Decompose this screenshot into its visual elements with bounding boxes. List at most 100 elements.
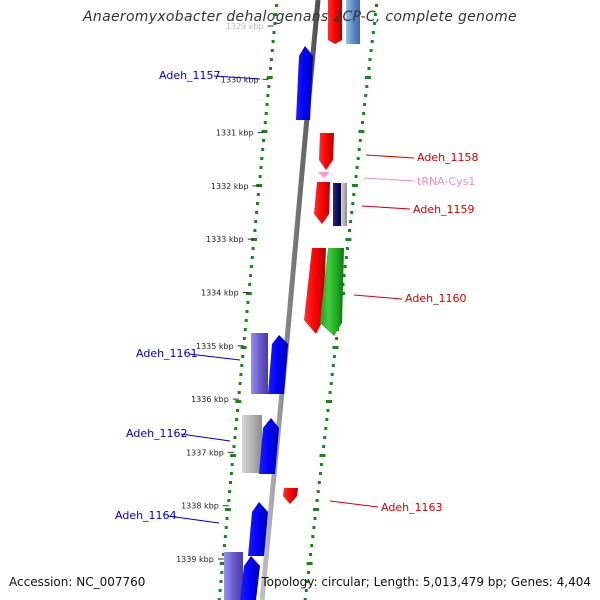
gc-dot [218,589,222,592]
gc-dot [253,229,257,232]
gc-dot [354,175,358,178]
gc-dot [233,436,237,439]
connector-adeh-1162 [180,433,231,442]
gc-dot [316,490,320,493]
scale-tick-label: 1339 kbp [176,555,214,564]
cds-block-adeh-1161 [268,335,288,394]
gc-dot [313,508,319,511]
cds-block-adeh-1162-gray [242,415,262,473]
label-adeh-1163[interactable]: Adeh_1163 [381,501,443,514]
cds-block-adeh-1159-a [314,182,330,224]
label-adeh-1159[interactable]: Adeh_1159 [413,203,475,216]
gc-dot [242,337,246,340]
gc-dot [348,229,351,232]
gc-dot [225,517,229,520]
gc-dot [330,373,334,376]
cds-block-bottom-blue [240,556,260,600]
gc-dot [263,121,267,124]
gc-dot [363,103,367,106]
gc-dot [228,490,232,493]
cds-block-adeh-1163 [283,488,298,504]
gc-dot [223,535,227,538]
cds-block-adeh-1161-purple [251,333,268,394]
gc-dot [361,121,364,124]
gc-dot [325,418,329,421]
gc-dot [331,364,335,367]
gc-dot [264,112,268,115]
connector-adeh-1164 [167,515,220,524]
gc-dot [342,274,346,277]
label-adeh-1157[interactable]: Adeh_1157 [159,69,221,82]
gc-dot [304,589,308,592]
trna-block-cys1 [318,172,330,178]
gc-dot [270,49,274,52]
gc-dot [356,157,360,160]
gc-dot [357,148,361,151]
gc-dot [241,355,245,358]
gc-dot [243,328,247,331]
gc-dot [265,103,269,106]
label-adeh-1160[interactable]: Adeh_1160 [405,292,467,305]
gc-dot [240,364,244,367]
gc-dot [343,265,347,268]
gc-dot [311,535,315,538]
gc-dot [244,319,248,322]
feature-blocks [224,0,360,600]
gc-dot [272,31,276,34]
gc-dot [251,238,257,241]
gc-dot [269,58,273,61]
genome-title: Anaeromyxobacter dehalogenans 2CP-C, com… [83,9,517,25]
label-adeh-1158[interactable]: Adeh_1158 [417,151,479,164]
gc-dot [355,166,359,169]
genome-summary: Topology: circular; Length: 5,013,479 bp… [261,575,591,589]
label-trna-cys1[interactable]: tRNA-Cys1 [417,175,475,188]
scale-tick-label: 1338 kbp [181,502,219,511]
gc-dot [344,256,348,259]
gc-dot [229,481,232,484]
cds-block-top-red [328,0,342,44]
label-connectors [167,75,415,524]
cds-block-adeh-1162 [259,418,279,474]
gc-dot [274,13,278,16]
gc-dot [235,400,242,403]
gc-dot [240,346,247,349]
gc-dot [230,463,234,466]
gc-dot [219,580,223,583]
scale-tick-label: 1331 kbp [216,129,254,138]
scale-axis: 1329 kbp 1330 kbp 1331 kbp 1332 kbp 1333 kbp… [176,22,274,564]
label-adeh-1161[interactable]: Adeh_1161 [136,347,198,360]
gc-dot [227,499,231,502]
gc-dot [317,481,321,484]
gc-dot [309,553,313,556]
gc-dot [248,283,252,286]
label-adeh-1162[interactable]: Adeh_1162 [126,427,188,440]
gc-dot [237,391,241,394]
gc-dot [373,13,377,16]
gc-dot [351,202,355,205]
gc-dot [319,454,326,457]
label-adeh-1164[interactable]: Adeh_1164 [115,509,177,522]
gc-dot [323,436,327,439]
gc-dot [229,472,233,475]
gc-dot [245,292,252,295]
gc-dot [269,67,272,70]
gc-dot [372,22,376,25]
gc-dot [364,94,368,97]
gc-dot [236,409,239,412]
gc-dot [251,247,255,250]
gc-dot [362,112,366,115]
gc-dot [318,472,322,475]
gc-dot [351,184,358,187]
gc-dot [335,337,339,340]
gc-dot [261,148,265,151]
gc-dot [256,202,259,205]
cds-block-adeh-1157 [296,46,313,120]
gc-dot [322,445,326,448]
gc-dot [239,373,243,376]
accession-label: Accession: NC_007760 [9,575,146,589]
gc-dot [358,130,365,133]
connector-adeh-1161 [188,353,241,361]
gc-dot [234,427,238,430]
cds-block-adeh-1160 [304,248,326,334]
